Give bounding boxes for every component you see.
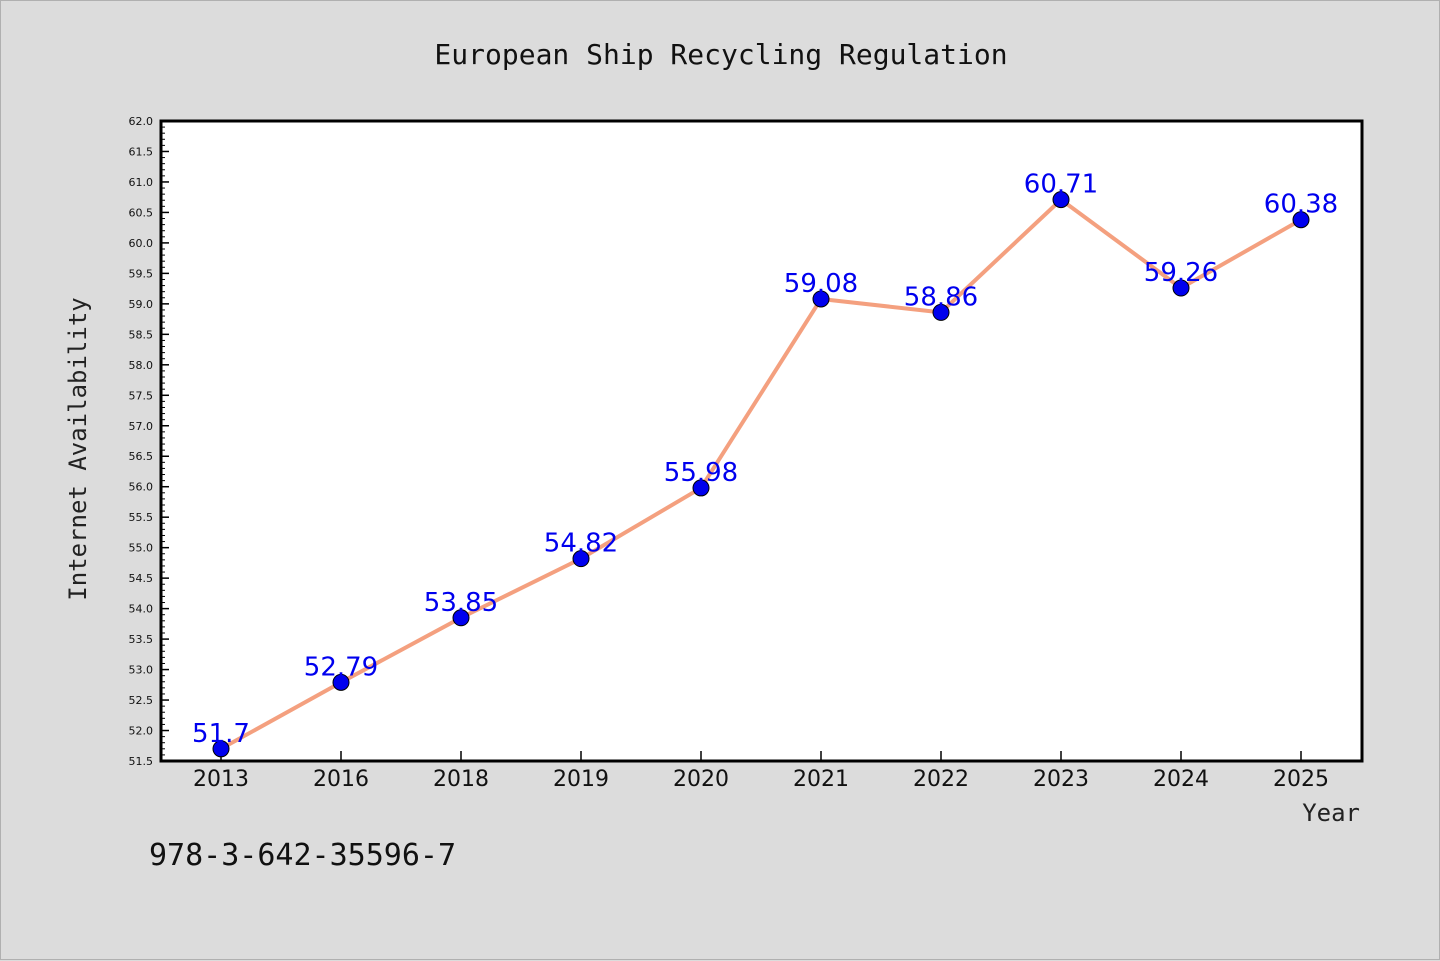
y-tick-label: 60.5: [129, 206, 154, 219]
x-tick-label: 2024: [1153, 767, 1209, 792]
y-tick-label: 53.5: [129, 633, 154, 646]
x-tick-label: 2022: [913, 767, 969, 792]
y-tick-label: 55.5: [129, 511, 154, 524]
x-axis-label: Year: [1302, 799, 1360, 827]
y-tick-label: 58.0: [129, 359, 154, 372]
data-label: 60.71: [1024, 170, 1098, 200]
data-point: [1172, 279, 1190, 297]
data-label: 60.38: [1264, 190, 1338, 220]
x-axis: 2013 2016 2018 2019 2020 2021 2022 2023 2024 2025: [193, 751, 1329, 792]
y-tick-label: 55.0: [129, 542, 154, 555]
data-label: 51.7: [192, 719, 250, 749]
y-tick-label: 51.5: [129, 755, 154, 768]
data-point: [932, 303, 950, 321]
data-label: 58.86: [904, 282, 978, 312]
series-line: [220, 197, 1302, 751]
chart-title: European Ship Recycling Regulation: [434, 38, 1007, 71]
y-tick-label: 54.0: [129, 603, 154, 616]
data-label: 55.98: [664, 458, 738, 488]
data-point: [452, 609, 470, 627]
x-tick-label: 2020: [673, 767, 729, 792]
y-axis-label: Internet Availability: [64, 297, 92, 600]
y-tick-label: 52.0: [129, 725, 154, 738]
data-label: 59.08: [784, 269, 858, 299]
x-tick-label: 2019: [553, 767, 609, 792]
y-tick-label: 52.5: [129, 694, 154, 707]
y-tick-label: 61.5: [129, 145, 154, 158]
y-tick-label: 57.5: [129, 389, 154, 402]
x-tick-label: 2018: [433, 767, 489, 792]
data-point: [1292, 211, 1310, 229]
y-tick-label: 56.5: [129, 450, 154, 463]
data-point: [692, 479, 710, 497]
y-tick-label: 61.0: [129, 176, 154, 189]
data-label: 54.82: [544, 529, 618, 559]
x-tick-label: 2021: [793, 767, 849, 792]
isbn-text: 978-3-642-35596-7: [149, 838, 456, 873]
x-tick-label: 2023: [1033, 767, 1089, 792]
data-point: [812, 290, 830, 308]
y-tick-label: 60.0: [129, 237, 154, 250]
series-markers: [212, 191, 1310, 758]
plot-area: [161, 121, 1362, 761]
y-tick-label: 58.5: [129, 328, 154, 341]
data-label: 52.79: [304, 652, 378, 682]
x-tick-label: 2013: [193, 767, 249, 792]
y-tick-label: 59.0: [129, 298, 154, 311]
data-labels: 51.7 52.79 53.85 54.82 55.98 59.08 58.86 60.71 5…: [192, 170, 1338, 749]
y-tick-label: 57.0: [129, 420, 154, 433]
data-point: [212, 740, 230, 758]
data-label: 59.26: [1144, 258, 1218, 288]
data-point: [332, 673, 350, 691]
y-tick-label: 59.5: [129, 267, 154, 280]
data-label: 53.85: [424, 588, 498, 618]
y-tick-label: 53.0: [129, 664, 154, 677]
data-point: [1052, 191, 1070, 209]
plot-border: [159, 119, 1364, 763]
y-tick-label: 62.0: [129, 115, 154, 128]
x-tick-label: 2025: [1273, 767, 1329, 792]
y-tick-label: 56.0: [129, 481, 154, 494]
data-point: [572, 550, 590, 568]
y-tick-label: 54.5: [129, 572, 154, 585]
x-tick-label: 2016: [313, 767, 369, 792]
